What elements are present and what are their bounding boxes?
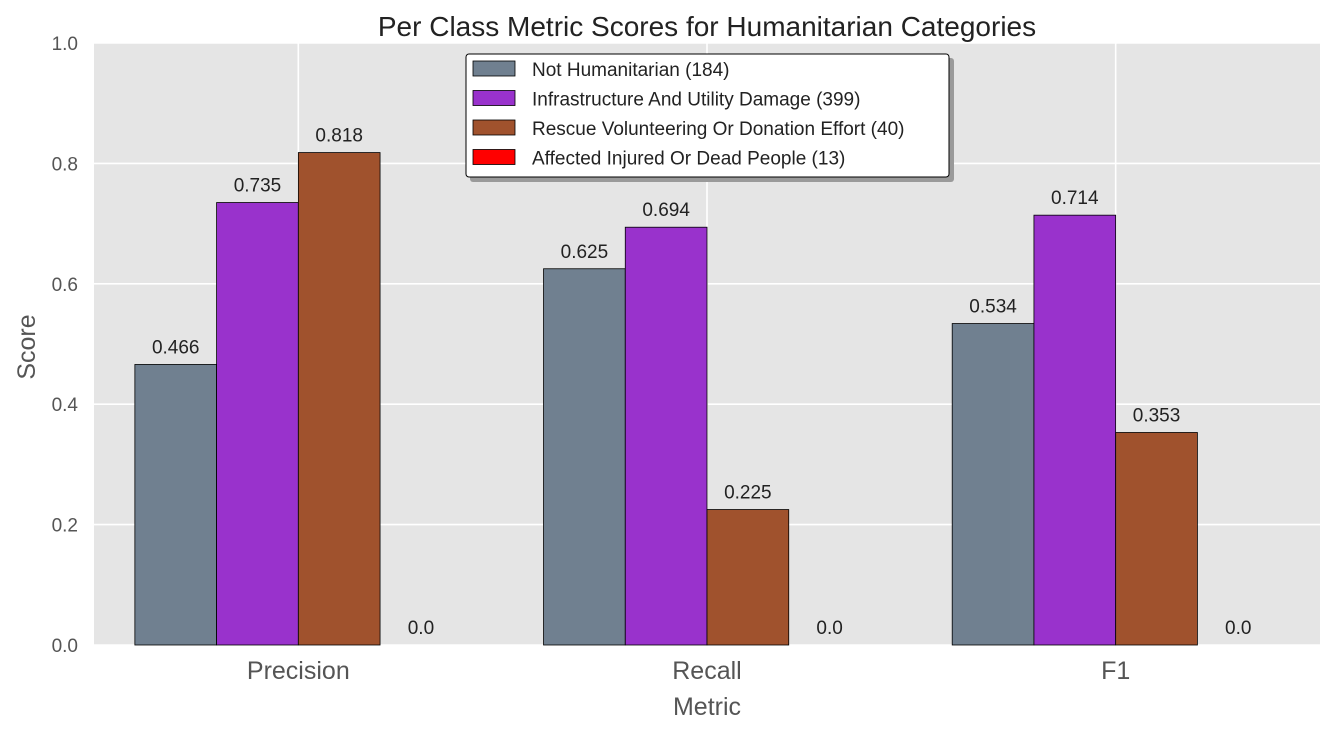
legend-label: Infrastructure And Utility Damage (399) bbox=[532, 90, 860, 111]
legend-label: Rescue Volunteering Or Donation Effort (… bbox=[532, 119, 904, 140]
bar bbox=[951, 323, 1035, 646]
legend: Not Humanitarian (184) Infrastructure And… bbox=[465, 53, 954, 182]
bar bbox=[1115, 432, 1198, 646]
bar bbox=[543, 268, 626, 646]
data-label: 0.625 bbox=[561, 242, 609, 263]
y-axis-title: Score bbox=[13, 314, 41, 379]
y-tick-label: 0.8 bbox=[52, 154, 78, 175]
bar bbox=[706, 509, 790, 646]
legend-swatch bbox=[472, 90, 516, 106]
data-label: 0.694 bbox=[642, 200, 690, 221]
data-label: 0.0 bbox=[816, 618, 842, 639]
bar bbox=[624, 226, 708, 646]
bar bbox=[1033, 214, 1117, 646]
y-tick-label: 0.0 bbox=[52, 636, 78, 657]
bar bbox=[216, 202, 299, 646]
legend-swatch bbox=[472, 149, 516, 165]
bars bbox=[134, 152, 1198, 646]
data-label: 0.714 bbox=[1051, 188, 1099, 209]
x-tick-label: F1 bbox=[1101, 657, 1130, 685]
legend-box bbox=[465, 53, 950, 178]
y-axis-ticks: 0.0 0.2 0.4 0.6 0.8 1.0 bbox=[52, 34, 79, 657]
data-label: 0.353 bbox=[1133, 405, 1181, 426]
data-label: 0.0 bbox=[1225, 618, 1251, 639]
x-axis-ticks: Precision Recall F1 bbox=[247, 657, 1130, 685]
y-tick-label: 1.0 bbox=[52, 34, 78, 55]
legend-label: Not Humanitarian (184) bbox=[532, 60, 729, 81]
data-label: 0.0 bbox=[408, 618, 434, 639]
y-tick-label: 0.2 bbox=[52, 516, 78, 537]
data-label: 0.225 bbox=[724, 483, 772, 504]
legend-label: Affected Injured Or Dead People (13) bbox=[532, 149, 845, 170]
bar bbox=[297, 152, 381, 646]
y-tick-label: 0.4 bbox=[52, 395, 79, 416]
bar bbox=[134, 364, 217, 646]
legend-swatch bbox=[472, 119, 516, 136]
x-tick-label: Precision bbox=[247, 657, 350, 685]
data-label: 0.466 bbox=[152, 337, 200, 358]
data-labels: 0.466 0.625 0.534 0.735 0.694 0.714 0.818 0.225… bbox=[152, 126, 1252, 639]
legend-swatch bbox=[472, 60, 516, 77]
y-tick-label: 0.6 bbox=[52, 275, 78, 296]
x-axis-title: Metric bbox=[673, 693, 741, 721]
chart-title: Per Class Metric Scores for Humanitarian… bbox=[378, 11, 1036, 42]
data-label: 0.735 bbox=[234, 176, 282, 197]
data-label: 0.818 bbox=[315, 126, 363, 147]
x-tick-label: Recall bbox=[672, 657, 741, 685]
data-label: 0.534 bbox=[969, 297, 1017, 318]
